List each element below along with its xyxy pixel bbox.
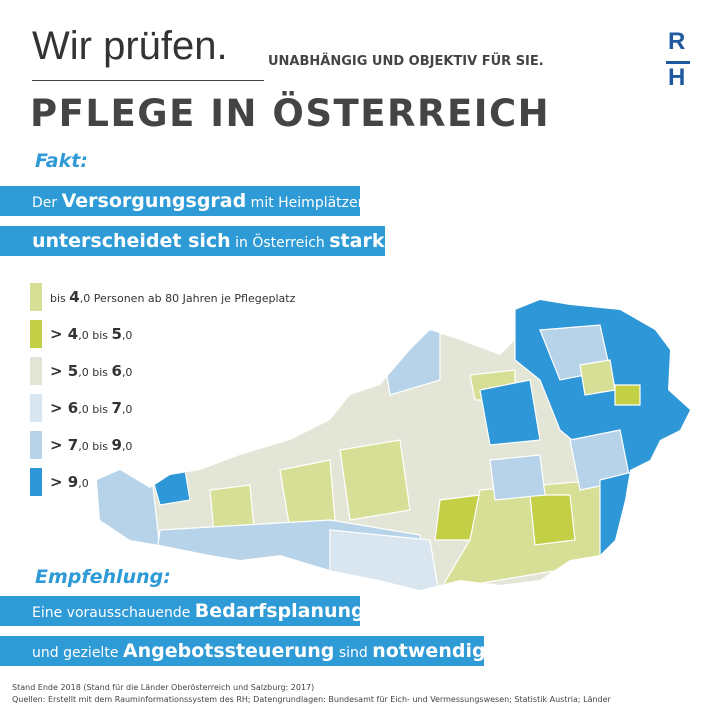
text: ,0 — [78, 477, 89, 490]
text: > 6 — [50, 399, 79, 417]
text: bis — [88, 366, 112, 379]
text: > 9 — [50, 473, 79, 491]
text: > 5 — [50, 362, 79, 380]
text: sind — [334, 645, 373, 661]
region — [279, 459, 336, 531]
region — [599, 469, 641, 561]
region — [329, 529, 441, 590]
text: bis — [88, 329, 112, 342]
legend-swatch — [30, 357, 42, 385]
text: ,0 — [121, 403, 133, 416]
recommendation-label: Empfehlung: — [35, 566, 171, 588]
text: ,0 — [78, 440, 89, 453]
text: Bedarfsplanung — [194, 600, 365, 622]
text: stark — [329, 230, 385, 252]
text: Personen ab 80 Jahren je Pflegeplatz — [90, 292, 296, 305]
text: 9 — [111, 436, 122, 454]
legend-label: > 9,0 — [50, 468, 89, 498]
region — [339, 439, 411, 521]
legend-swatch — [30, 468, 42, 496]
footnote: Quellen: Erstellt mit dem Rauminformatio… — [12, 695, 611, 704]
title: Wir prüfen. — [32, 24, 228, 68]
text: Eine vorausschauende — [32, 605, 195, 621]
text: 7 — [111, 399, 122, 417]
legend-swatch — [30, 431, 42, 459]
region — [97, 459, 161, 551]
legend-swatch — [30, 283, 42, 311]
region — [489, 454, 546, 501]
text: ,0 — [78, 329, 89, 342]
text: 6 — [111, 362, 122, 380]
legend-label: bis 4,0 Personen ab 80 Jahren je Pflegep… — [50, 283, 295, 313]
legend-label: > 6,0 bis 7,0 — [50, 394, 132, 424]
text: mit Heimplätzen — [246, 195, 367, 211]
text: Der — [32, 195, 62, 211]
text: ,0 — [121, 366, 133, 379]
footnote: Stand Ende 2018 (Stand für die Länder Ob… — [12, 683, 315, 692]
text: bis — [88, 440, 112, 453]
text: in Österreich — [230, 235, 330, 251]
text: ,0 — [78, 403, 89, 416]
text: . — [384, 235, 389, 251]
text: ,0 — [78, 366, 89, 379]
text: > 4 — [50, 325, 79, 343]
recommendation-line: Eine vorausschauende Bedarfsplanung — [0, 596, 365, 626]
tagline: UNABHÄNGIG UND OBJEKTIV FÜR SIE. — [268, 54, 544, 69]
text: Versorgungsgrad — [61, 190, 247, 212]
region — [529, 494, 576, 546]
legend-label: > 4,0 bis 5,0 — [50, 320, 132, 350]
region — [479, 379, 541, 446]
text: notwendig — [372, 640, 486, 662]
fact-label: Fakt: — [35, 150, 88, 172]
text: . — [485, 645, 491, 661]
text: 5 — [111, 325, 122, 343]
regions — [97, 300, 690, 590]
legend-label: > 7,0 bis 9,0 — [50, 431, 132, 461]
headline: PFLEGE IN ÖSTERREICH — [30, 92, 551, 135]
text: ,0 — [121, 329, 133, 342]
text: > 7 — [50, 436, 79, 454]
text: ,0 — [121, 440, 133, 453]
text: und gezielte — [32, 645, 123, 661]
logo-line — [666, 61, 690, 64]
text: ,0 — [79, 292, 91, 305]
legend-label: > 5,0 bis 6,0 — [50, 357, 132, 387]
legend-swatch — [30, 320, 42, 348]
text: Angebotssteuerung — [122, 640, 335, 662]
text: bis — [88, 403, 112, 416]
recommendation-line: und gezielte Angebotssteuerung sind notw… — [0, 636, 490, 666]
text: bis — [50, 292, 70, 305]
fact-line: unterscheidet sich in Österreich stark. — [0, 226, 389, 256]
text: unterscheidet sich — [32, 230, 231, 252]
fact-line: Der Versorgungsgrad mit Heimplätzen — [0, 186, 367, 216]
text: 4 — [69, 288, 80, 306]
region — [614, 384, 641, 406]
logo-letter: H — [668, 64, 686, 91]
underline — [32, 80, 264, 81]
region — [579, 359, 616, 396]
logo-letter: R — [668, 28, 686, 55]
legend-swatch — [30, 394, 42, 422]
